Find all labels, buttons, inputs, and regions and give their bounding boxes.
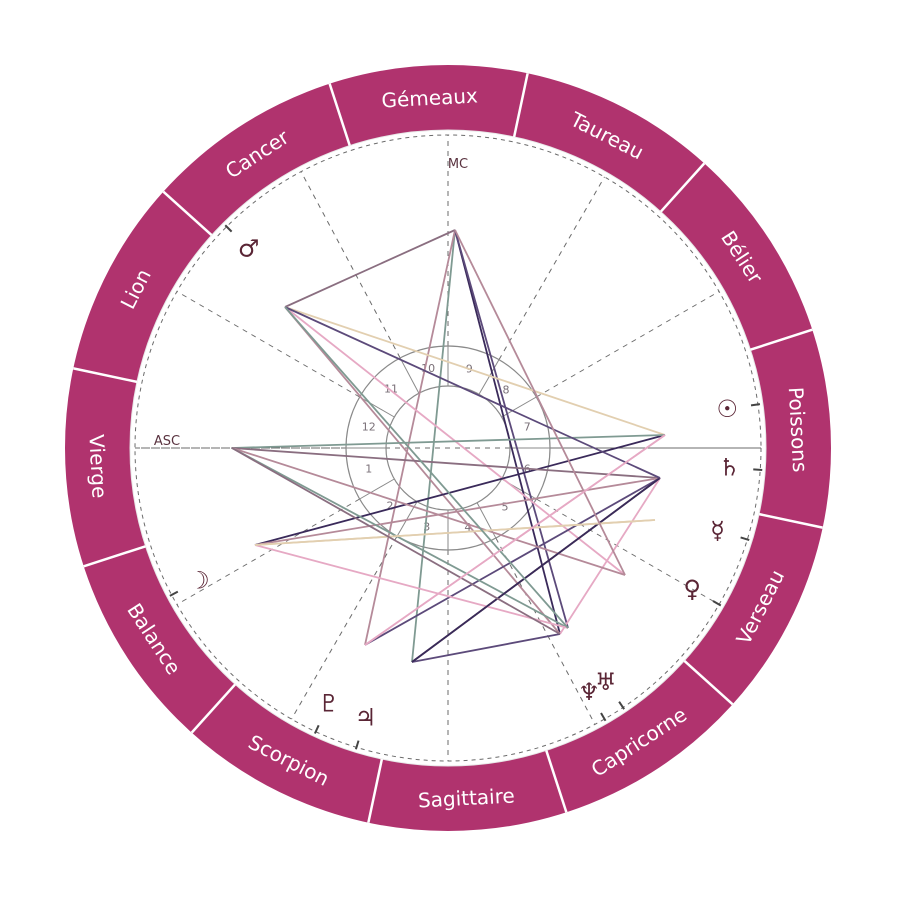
aspect-line — [454, 229, 569, 629]
planet-glyphs: ☉ ♄ ☿ ♀ ♅♆ ♃ ♇ ☽ ♂ — [169, 224, 763, 750]
pluto-icon[interactable]: ♇ — [318, 690, 340, 718]
house-number-3: 3 — [423, 521, 430, 534]
mc-label: MC — [448, 157, 468, 172]
planet-tick — [600, 712, 607, 722]
house-number-2: 2 — [387, 499, 394, 512]
planet-tick — [224, 224, 233, 233]
aspect-line — [284, 306, 569, 629]
sun-icon[interactable]: ☉ — [716, 395, 738, 423]
aspect-line — [231, 447, 661, 479]
house-number-7: 7 — [524, 420, 531, 433]
aspect-line — [284, 306, 661, 479]
sign-separator — [162, 190, 213, 237]
planet-tick — [354, 740, 360, 750]
planet-tick — [169, 590, 179, 597]
house-number-12: 12 — [362, 420, 376, 433]
aspect-line — [364, 434, 666, 646]
sign-separator — [545, 750, 568, 813]
aspect-line — [284, 306, 561, 635]
planet-tick — [313, 724, 320, 734]
aspect-line — [411, 229, 456, 663]
inner-ring-edge — [129, 129, 767, 767]
mercury-icon[interactable]: ☿ — [710, 516, 725, 544]
aspect-line — [284, 306, 666, 436]
sign-separator — [758, 512, 823, 529]
house-number-4: 4 — [464, 521, 471, 534]
aspect-line — [364, 229, 456, 646]
venus-icon[interactable]: ♀ — [683, 575, 701, 603]
house-cusp-3 — [291, 536, 398, 720]
aspect-line — [231, 447, 626, 576]
aspect-line — [254, 477, 661, 546]
planet-tick — [740, 536, 750, 542]
sign-separator — [190, 683, 237, 734]
house-divider — [399, 357, 420, 394]
sign-separator — [73, 367, 138, 384]
uranus-icon[interactable]: ♅ — [595, 668, 617, 696]
planet-tick — [712, 600, 722, 607]
aspect-line — [254, 544, 569, 629]
house-cusp-8 — [536, 291, 720, 398]
sign-separator — [659, 162, 706, 213]
aspect-line — [254, 519, 656, 546]
jupiter-icon[interactable]: ♃ — [355, 704, 377, 732]
aspect-lines — [231, 229, 666, 663]
house-cusp-9 — [498, 176, 605, 360]
house-number-1: 1 — [365, 463, 372, 476]
house-number-5: 5 — [501, 500, 508, 513]
sign-label-6: Sagittaire — [417, 784, 515, 813]
sign-separator — [512, 73, 529, 138]
aspect-line — [411, 633, 561, 663]
aspect-line — [284, 229, 456, 308]
sign-label-9: Vierge — [84, 434, 111, 499]
saturn-icon[interactable]: ♄ — [719, 454, 741, 482]
sign-separator — [367, 758, 384, 823]
planet-tick — [753, 468, 763, 471]
sign-separator — [83, 545, 146, 568]
house-divider — [359, 478, 395, 500]
aspect-line — [411, 477, 661, 663]
aspect-line — [454, 229, 626, 576]
sign-label-3: Poissons — [784, 386, 812, 472]
planet-tick — [750, 403, 761, 407]
planet-tick — [618, 701, 625, 710]
asc-label: ASC — [154, 434, 180, 449]
sign-separator — [750, 328, 813, 351]
sign-separator — [328, 83, 351, 146]
aspect-line — [231, 447, 561, 635]
aspect-line — [231, 447, 569, 629]
aspect-line — [254, 434, 666, 546]
aspect-line — [559, 477, 661, 635]
moon-icon[interactable]: ☽ — [188, 566, 210, 594]
aspect-line — [364, 477, 661, 646]
neptune-icon[interactable]: ♆ — [578, 678, 600, 706]
aspect-line — [454, 229, 561, 635]
ring-band — [65, 65, 831, 831]
mars-icon[interactable]: ♂ — [238, 235, 260, 263]
house-divider — [359, 396, 395, 418]
house-number-8: 8 — [502, 384, 509, 397]
sign-separator — [683, 659, 734, 706]
house-divider — [478, 359, 500, 395]
aspect-line — [231, 434, 666, 449]
zodiac-ring — [65, 65, 831, 831]
sign-label-0: Gémeaux — [381, 83, 479, 112]
